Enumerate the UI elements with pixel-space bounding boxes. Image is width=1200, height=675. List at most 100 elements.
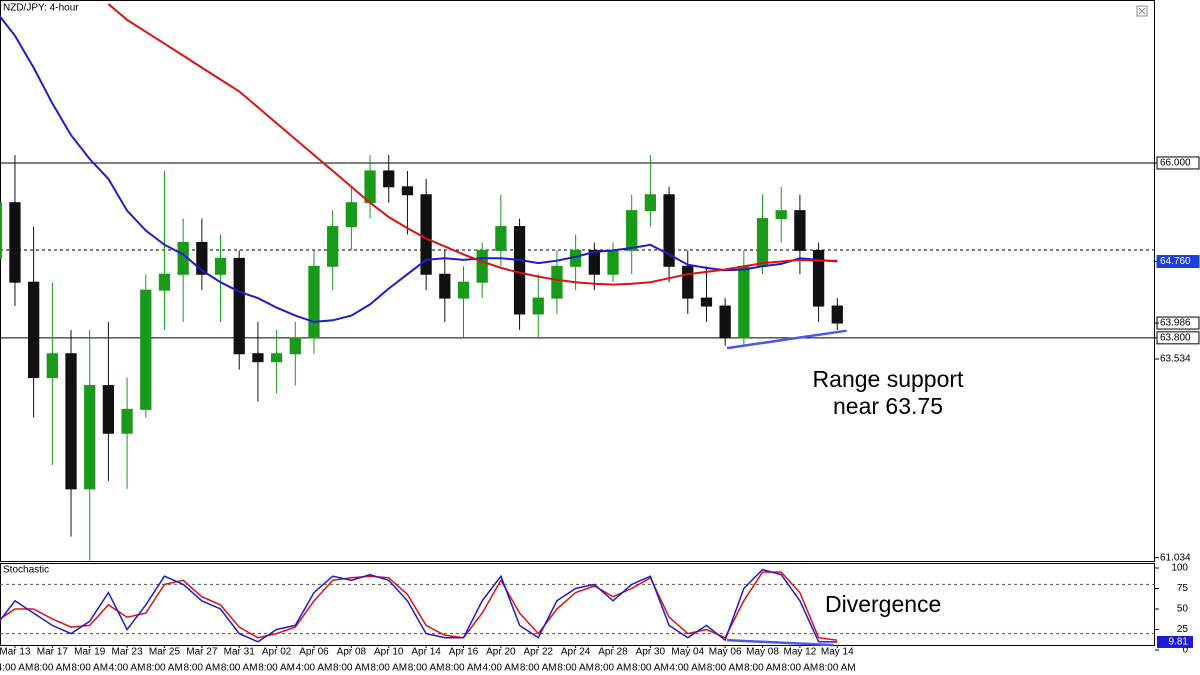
- chart-title: NZD/JPY: 4-hour: [3, 3, 79, 14]
- moving-average: [0, 15, 838, 323]
- y-tick-label: 61.034: [1160, 552, 1191, 563]
- last-value-label: 9.81: [1169, 637, 1189, 648]
- y-tick-label: 100: [1171, 563, 1188, 574]
- x-tick-label: May 06: [709, 647, 742, 658]
- candle-body: [140, 289, 152, 410]
- candle-body: [84, 385, 96, 490]
- x-tick-time: 8:00 AM: [183, 663, 220, 674]
- x-tick-time: 4:00 AM: [109, 663, 146, 674]
- candle-body: [607, 249, 619, 275]
- x-tick-label: Apr 02: [262, 647, 292, 658]
- candle-body: [401, 186, 414, 196]
- candle-body: [420, 194, 432, 275]
- candle-body: [252, 353, 264, 363]
- candle-body: [551, 265, 563, 299]
- candle-body: [46, 353, 58, 379]
- x-tick-label: Apr 30: [636, 647, 666, 658]
- candle-body: [738, 265, 750, 339]
- moving-average: [107, 3, 838, 286]
- x-tick-label: May 04: [671, 647, 704, 658]
- x-tick-time: 8:00 AM: [370, 663, 407, 674]
- candle-body: [28, 281, 40, 379]
- x-tick-time: 8:00 AM: [744, 663, 781, 674]
- candle-body: [513, 226, 526, 315]
- stochastic-panel: [0, 563, 1155, 646]
- x-tick-label: Mar 17: [37, 647, 69, 658]
- x-tick-label: Mar 13: [0, 647, 31, 658]
- x-tick-label: Apr 08: [337, 647, 367, 658]
- annotation: Range support: [813, 366, 964, 392]
- candle-body: [794, 210, 806, 251]
- candle-body: [663, 194, 675, 267]
- candle-body: [756, 218, 769, 267]
- x-tick-label: Apr 22: [524, 647, 554, 658]
- candle-body: [383, 170, 395, 188]
- indicator-title: Stochastic: [3, 565, 49, 576]
- x-tick-label: Apr 28: [598, 647, 628, 658]
- x-tick-label: Apr 24: [561, 647, 591, 658]
- candle-body: [9, 202, 21, 283]
- y-tick-label: 63.800: [1160, 332, 1191, 343]
- candle-body: [327, 226, 339, 267]
- y-tick-label: 64.760: [1160, 256, 1191, 267]
- candle-body: [439, 273, 451, 299]
- x-tick-time: 8:00 AM: [707, 663, 744, 674]
- candle-body: [65, 353, 77, 490]
- x-tick-time: 8:00 AM: [258, 663, 295, 674]
- candle-body: [775, 210, 787, 220]
- candle-body: [158, 273, 171, 291]
- price-panel: [0, 0, 1155, 562]
- x-tick-label: Mar 31: [224, 647, 256, 658]
- x-tick-time: 8:00 AM: [632, 663, 669, 674]
- candle-body: [364, 170, 376, 204]
- candle-body: [644, 194, 657, 212]
- x-tick-time: 4:00 AM: [296, 663, 333, 674]
- y-tick-box: [1156, 331, 1200, 345]
- candle-body: [102, 385, 115, 434]
- x-tick-time: 8:00 AM: [221, 663, 258, 674]
- x-tick-time: 8:00 AM: [520, 663, 557, 674]
- candle-body: [682, 265, 694, 299]
- window-controls[interactable]: [1136, 5, 1148, 17]
- y-tick-label: 50: [1177, 604, 1189, 615]
- candle-body: [121, 408, 133, 434]
- candle-body: [214, 257, 227, 275]
- x-tick-label: May 14: [821, 647, 854, 658]
- line-series: [0, 568, 838, 643]
- candle-body: [831, 305, 843, 324]
- x-tick-time: 8:00 AM: [71, 663, 108, 674]
- candle-body: [457, 281, 470, 299]
- candle-body: [812, 249, 825, 307]
- x-tick-time: 8:00 AM: [557, 663, 594, 674]
- candle-body: [345, 202, 357, 228]
- candle-body: [233, 257, 245, 355]
- x-tick-time: 8:00 AM: [595, 663, 632, 674]
- last-price-label: 63.986: [1160, 318, 1191, 329]
- candle-body: [532, 297, 544, 315]
- trendline: [726, 638, 834, 647]
- x-tick-time: 4:00 AM: [0, 663, 33, 674]
- candle-body: [196, 241, 208, 275]
- y-tick-label: 25: [1177, 624, 1189, 635]
- x-tick-time: 8:00 AM: [146, 663, 183, 674]
- x-tick-label: Mar 19: [74, 647, 106, 658]
- x-tick-label: Apr 14: [411, 647, 441, 658]
- x-tick-label: Apr 20: [486, 647, 516, 658]
- y-tick-box: [1156, 156, 1200, 170]
- x-tick-label: Mar 23: [112, 647, 144, 658]
- x-tick-time: 8:00 AM: [445, 663, 482, 674]
- x-tick-time: 8:00 AM: [34, 663, 71, 674]
- x-tick-time: 8:00 AM: [408, 663, 445, 674]
- y-tick-label: 63.534: [1160, 354, 1191, 365]
- x-tick-label: Mar 27: [186, 647, 218, 658]
- candle-body: [626, 210, 638, 251]
- x-tick-label: Apr 06: [299, 647, 329, 658]
- candle-body: [495, 226, 507, 251]
- x-tick-label: May 08: [746, 647, 779, 658]
- x-tick-time: 8:00 AM: [333, 663, 370, 674]
- y-tick-label: 66.000: [1160, 158, 1191, 169]
- candle-body: [308, 265, 320, 339]
- candle-body: [270, 353, 283, 363]
- candle-body: [289, 337, 301, 355]
